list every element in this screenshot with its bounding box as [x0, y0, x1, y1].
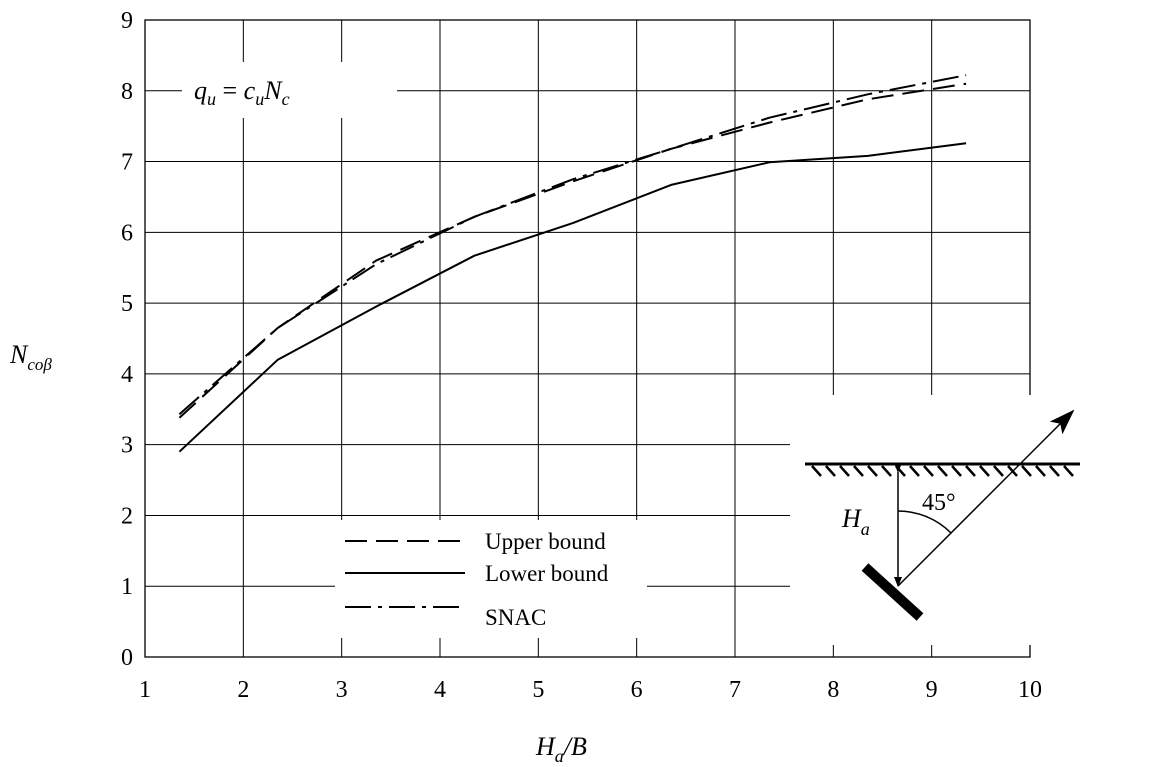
hatch-mark — [839, 465, 850, 477]
hatch-mark — [1049, 465, 1060, 477]
hatch-mark — [881, 465, 892, 477]
formula-q-sub: u — [207, 89, 216, 109]
hatch-mark — [825, 465, 836, 477]
hatch-mark — [979, 465, 990, 477]
x-tick-label: 9 — [926, 677, 938, 703]
anchor-inset-diagram: Ha 45° — [790, 395, 1090, 645]
formula-c: c — [244, 76, 256, 105]
series-layer — [178, 74, 967, 453]
hatch-mark — [951, 465, 962, 477]
x-tick-label: 8 — [827, 677, 839, 703]
formula-c-sub: u — [255, 89, 264, 109]
hatch-mark — [1063, 465, 1074, 477]
x-tick-label: 2 — [237, 677, 249, 703]
legend: Upper bound Lower bound SNAC — [335, 520, 647, 638]
y-tick-label: 8 — [121, 79, 133, 105]
x-axis-label: Ha/B — [535, 732, 587, 766]
x-tick-label: 3 — [336, 677, 348, 703]
inset-depth-label: Ha — [841, 504, 870, 539]
hatch-mark — [965, 465, 976, 477]
legend-background — [335, 520, 647, 638]
hatch-mark — [937, 465, 948, 477]
series-line-snac — [178, 74, 967, 415]
x-tick-label: 4 — [434, 677, 446, 703]
y-axis-label: Ncoβ — [9, 340, 52, 374]
formula-equals: = — [216, 76, 244, 105]
formula-q: q — [194, 76, 207, 105]
x-tick-label: 6 — [631, 677, 643, 703]
hatch-mark — [923, 465, 934, 477]
y-axis-ticks: 0 1 2 3 4 5 6 7 8 9 — [121, 8, 133, 671]
anchor-plate — [861, 563, 924, 621]
hatch-mark — [993, 465, 1004, 477]
x-tick-label: 10 — [1018, 677, 1042, 703]
angle-arc — [897, 510, 952, 534]
legend-label-snac: SNAC — [485, 605, 546, 630]
x-tick-label: 1 — [139, 677, 151, 703]
formula-n: N — [263, 76, 283, 105]
hatch-mark — [1021, 465, 1032, 477]
y-tick-label: 1 — [121, 574, 133, 600]
x-tick-label: 7 — [729, 677, 741, 703]
x-tick-label: 5 — [532, 677, 544, 703]
formula-background — [182, 62, 397, 118]
hatch-mark — [909, 465, 920, 477]
hatch-mark — [1035, 465, 1046, 477]
series-line-upper-bound — [178, 82, 967, 419]
formula: qu = cuNc — [182, 62, 397, 118]
legend-label-lower-bound: Lower bound — [485, 561, 609, 586]
hatch-mark — [853, 465, 864, 477]
x-axis-ticks: 1 2 3 4 5 6 7 8 9 10 — [139, 677, 1042, 703]
hatch-mark — [867, 465, 878, 477]
series-line-lower-bound — [178, 142, 967, 453]
y-tick-label: 3 — [121, 433, 133, 459]
y-tick-label: 6 — [121, 220, 133, 246]
plot-frame — [144, 19, 1031, 658]
pull-direction-arrow — [897, 409, 1075, 587]
y-tick-label: 4 — [121, 362, 133, 388]
y-tick-label: 5 — [121, 291, 133, 317]
legend-label-upper-bound: Upper bound — [485, 529, 606, 554]
y-tick-label: 2 — [121, 503, 133, 529]
inset-angle-label: 45° — [922, 490, 956, 516]
hatch-mark — [811, 465, 822, 477]
y-tick-label: 9 — [121, 8, 133, 34]
formula-n-sub: c — [282, 89, 290, 109]
y-tick-label: 7 — [121, 150, 133, 176]
inset-background — [790, 395, 1090, 645]
svg-text:qu = cuNc: qu = cuNc — [194, 76, 290, 109]
y-tick-label: 0 — [121, 645, 133, 671]
